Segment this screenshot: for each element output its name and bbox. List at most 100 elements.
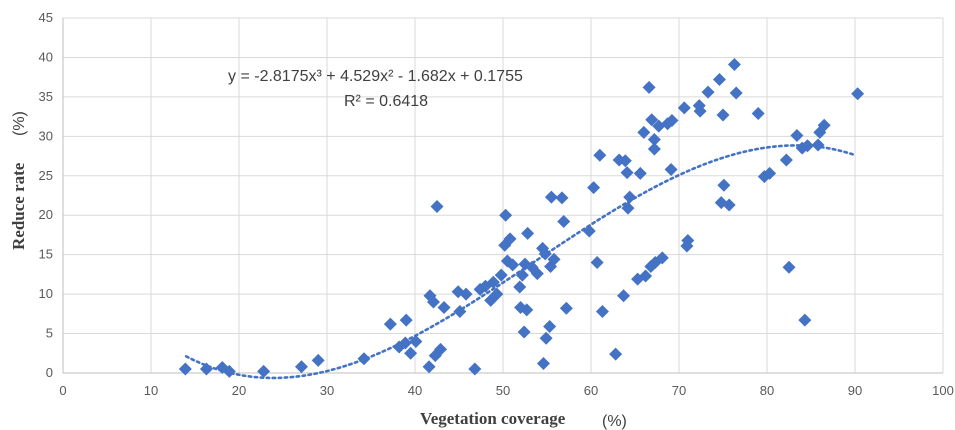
data-point [520,303,534,317]
y-axis-unit: (%) [11,111,28,136]
data-point [559,301,573,315]
x-axis-title: Vegetation coverage [420,409,566,428]
data-point [665,114,679,128]
data-point [633,166,647,180]
data-point [798,313,812,327]
y-tick-label: 20 [39,207,53,222]
data-point [404,346,418,360]
y-tick-label: 25 [39,168,53,183]
data-point [547,252,561,266]
x-tick-label: 50 [496,383,510,398]
data-point [357,352,371,366]
data-point [434,342,448,356]
data-point [763,166,777,180]
data-point [593,148,607,162]
y-axis-title: Reduce rate [9,162,28,250]
data-point [544,190,558,204]
data-point [543,319,557,333]
data-point [199,362,213,376]
data-point [645,113,659,127]
x-tick-label: 60 [584,383,598,398]
data-point [530,267,544,281]
y-tick-label: 40 [39,49,53,64]
data-point [555,191,569,205]
x-tick-label: 20 [232,383,246,398]
data-point [257,364,271,378]
data-point [729,86,743,100]
trendline-layer [184,144,857,380]
y-tick-label: 10 [39,286,53,301]
data-point [790,129,804,143]
data-point [639,269,653,283]
x-axis-unit: (%) [602,413,627,430]
data-point [486,275,500,289]
data-point [538,247,552,261]
data-point [503,232,517,246]
data-point [782,260,796,274]
y-tick-label: 45 [39,10,53,25]
data-point [515,268,529,282]
data-point [647,132,661,146]
data-point [623,190,637,204]
data-point [459,287,473,301]
data-point [590,256,604,270]
data-point [779,153,793,167]
x-tick-label: 30 [320,383,334,398]
data-point [664,162,678,176]
x-tick-label: 10 [144,383,158,398]
y-tick-label: 5 [46,326,53,341]
data-point [222,364,236,378]
data-point [701,85,715,99]
data-point [422,360,436,374]
data-point [621,201,635,215]
x-tick-label: 100 [932,383,954,398]
data-point [609,347,623,361]
data-point [398,336,412,350]
data-point [655,251,669,265]
data-point [294,360,308,374]
x-tick-label: 70 [672,383,686,398]
data-point [311,353,325,367]
data-point [817,118,831,132]
points-layer [178,58,865,378]
data-point [811,138,825,152]
data-point [800,139,814,153]
x-tick-label: 80 [760,383,774,398]
data-point [426,295,440,309]
data-point [618,154,632,168]
data-point [557,215,571,229]
data-point [539,331,553,345]
data-point [595,304,609,318]
data-point [642,80,656,94]
data-point [494,268,508,282]
data-point [490,287,504,301]
data-point [637,125,651,139]
data-point [383,317,397,331]
axes-layer: 0 5 10 15 20 25 30 35 40 45 0 10 20 30 40 50 60 70 80 90 100 [39,10,954,398]
data-point [437,301,451,315]
data-point [500,254,514,268]
trendline-equation: y = -2.8175x³ + 4.529x² - 1.682x + 0.175… [228,68,523,85]
data-point [521,226,535,240]
data-point [717,178,731,192]
data-point [693,104,707,118]
x-tick-label: 0 [59,383,66,398]
data-point [677,101,691,115]
data-point [468,362,482,376]
data-point [681,233,695,247]
y-tick-label: 35 [39,89,53,104]
y-tick-label: 0 [46,365,53,380]
y-axis-title-group: Reduce rate (%) [9,111,28,250]
data-point [409,334,423,348]
data-point [727,58,741,72]
data-point [499,208,513,222]
data-point [453,304,467,318]
data-point [587,181,601,195]
data-point [647,142,661,156]
r-squared-label: R² = 0.6418 [344,93,428,110]
data-point [536,357,550,371]
data-point [712,73,726,87]
labels-layer: y = -2.8175x³ + 4.529x² - 1.682x + 0.175… [9,68,627,430]
